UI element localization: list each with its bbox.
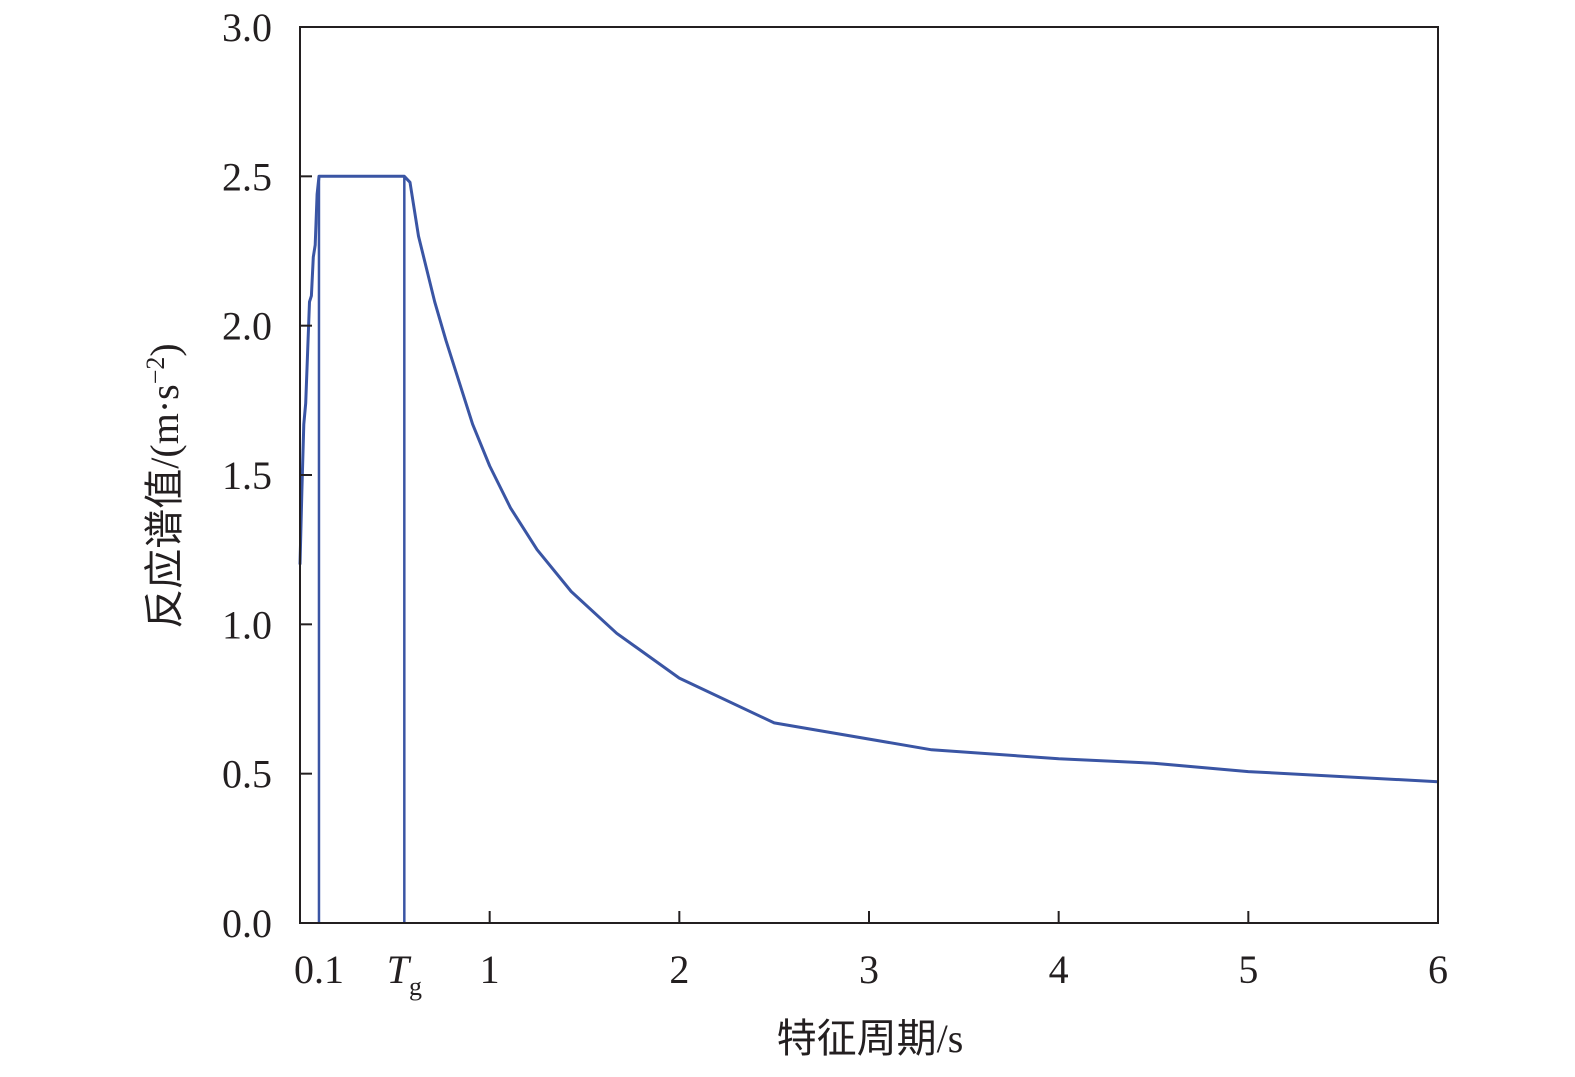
x-tick-label-2: 1: [480, 947, 500, 992]
y-tick-label-4: 2.0: [222, 304, 272, 349]
y-tick-label-6: 3.0: [222, 5, 272, 50]
series-line-0: [300, 176, 1438, 781]
x-tick-label-6: 5: [1238, 947, 1258, 992]
y-tick-label-2: 1.0: [222, 602, 272, 647]
y-axis-label-close: ): [142, 343, 187, 356]
y-axis-label: 反应谱值/(m·s−2): [141, 343, 188, 628]
x-tick-label-5: 4: [1049, 947, 1069, 992]
y-tick-label-5: 2.5: [222, 154, 272, 199]
plot-area: [300, 176, 1438, 923]
y-axis-label-main: 反应谱值/(m·s: [142, 384, 187, 628]
x-tick-label-1: Tg: [387, 947, 422, 1001]
y-tick-label-3: 1.5: [222, 453, 272, 498]
y-tick-label-1: 0.5: [222, 752, 272, 797]
x-tick-label-3: 2: [669, 947, 689, 992]
y-tick-label-0: 0.0: [222, 901, 272, 946]
x-axis-label: 特征周期/s: [777, 1016, 964, 1061]
x-tick-label-7: 6: [1428, 947, 1448, 992]
x-tick-label-0: 0.1: [294, 947, 344, 992]
axes: 0.0 0.5 1.0 1.5 2.0 2.5 3.0 0.1 Tg 1 2 3 4 5 6: [222, 5, 1448, 1001]
x-tick-label-4: 3: [859, 947, 879, 992]
plot-frame: [300, 27, 1438, 923]
y-axis-label-superscript: −2: [141, 357, 170, 385]
